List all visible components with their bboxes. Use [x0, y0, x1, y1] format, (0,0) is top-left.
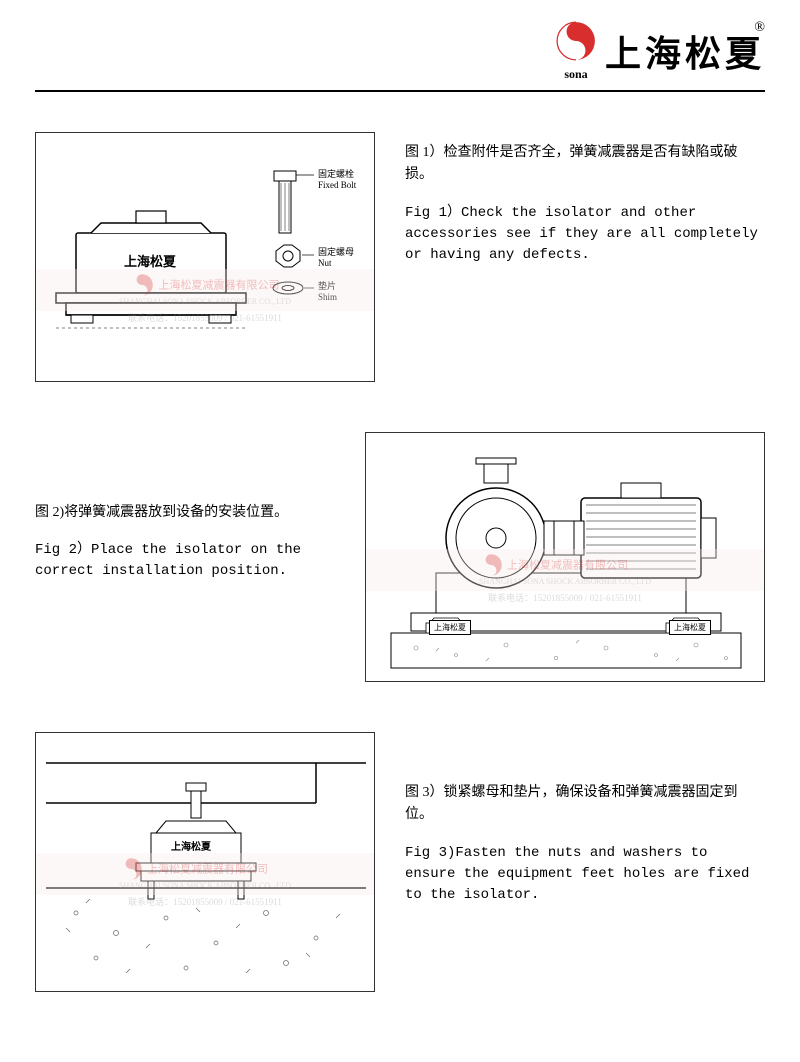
watermark-1: 上海松夏减震器有限公司 SHANGHAI SONA SHOCK ABSORBER… — [119, 273, 291, 306]
diagram-2: 上海松夏 上海松夏 上海松夏减震器有限公司 SHANGHAI SONA SHOC… — [365, 432, 765, 682]
isolator-body-label: 上海松夏 — [124, 251, 176, 270]
section-3: 上海松夏 上海松夏减震器有限公司 SHANGHAI SONA SHOCK ABS… — [35, 732, 765, 992]
logo-column: sona — [555, 20, 597, 82]
header: sona 上海松夏 ® — [35, 20, 765, 82]
bolt-label-en: Fixed Bolt — [318, 180, 356, 190]
fig3-cn: 图 3）锁紧螺母和垫片，确保设备和弹簧减震器固定到位。 — [405, 782, 765, 827]
wm-company-cn: 上海松夏减震器有限公司 — [159, 280, 280, 292]
wm-contact-3: 联系电话：15201855009 / 021-61551911 — [128, 895, 282, 908]
brand-en: sona — [555, 67, 597, 82]
fig2-cn: 图 2)将弹簧减震器放到设备的安装位置。 — [35, 502, 335, 524]
diagram-3: 上海松夏 上海松夏减震器有限公司 SHANGHAI SONA SHOCK ABS… — [35, 732, 375, 992]
wm-company-en: SHANGHAI SONA SHOCK ABSORBER CO., LTD — [119, 297, 291, 306]
brand-cn: 上海松夏 — [605, 25, 765, 77]
wm-company-en-2: SHANGHAI SONA SHOCK ABSORBER CO., LTD — [479, 577, 651, 586]
bolt-label-cn: 固定螺栓 — [318, 169, 354, 179]
wm-company-en-3: SHANGHAI SONA SHOCK ABSORBER CO., LTD — [119, 881, 291, 890]
fig3-en: Fig 3)Fasten the nuts and washers to ens… — [405, 843, 765, 906]
fig1-cn: 图 1）检查附件是否齐全，弹簧减震器是否有缺陷或破损。 — [405, 142, 765, 187]
wm-contact-2: 联系电话：15201855009 / 021-61551911 — [488, 591, 642, 604]
bolt-label: 固定螺栓 Fixed Bolt — [318, 169, 356, 191]
diagram-1: 上海松夏 固定螺栓 Fixed Bolt 固定螺母 Nut 垫片 Shim 上海… — [35, 132, 375, 382]
nut-label: 固定螺母 Nut — [318, 247, 354, 269]
text-block-1: 图 1）检查附件是否齐全，弹簧减震器是否有缺陷或破损。 Fig 1）Check … — [405, 132, 765, 266]
nut-label-cn: 固定螺母 — [318, 247, 354, 257]
registered-mark: ® — [754, 20, 765, 36]
nut-label-en: Nut — [318, 258, 332, 268]
isolator-body-label-3: 上海松夏 — [171, 838, 211, 853]
header-rule — [35, 90, 765, 92]
watermark-3: 上海松夏减震器有限公司 SHANGHAI SONA SHOCK ABSORBER… — [119, 857, 291, 890]
logo-block: sona 上海松夏 — [555, 20, 765, 82]
section-1: 上海松夏 固定螺栓 Fixed Bolt 固定螺母 Nut 垫片 Shim 上海… — [35, 132, 765, 382]
wm-company-cn-3: 上海松夏减震器有限公司 — [147, 864, 268, 876]
fig2-en: Fig 2）Place the isolator on the correct … — [35, 540, 335, 582]
wm-contact-1: 联系电话：15201855009 / 021-61551911 — [128, 311, 282, 324]
sona-logo-icon — [555, 20, 597, 62]
wm-company-cn-2: 上海松夏减震器有限公司 — [507, 560, 628, 572]
isolator-label-right: 上海松夏 — [669, 620, 711, 635]
section-2: 图 2)将弹簧减震器放到设备的安装位置。 Fig 2）Place the iso… — [35, 432, 765, 682]
text-block-2: 图 2)将弹簧减震器放到设备的安装位置。 Fig 2）Place the iso… — [35, 432, 335, 582]
isolator-label-left: 上海松夏 — [429, 620, 471, 635]
text-block-3: 图 3）锁紧螺母和垫片，确保设备和弹簧减震器固定到位。 Fig 3)Fasten… — [405, 732, 765, 906]
fig1-en: Fig 1）Check the isolator and other acces… — [405, 203, 765, 266]
watermark-2: 上海松夏减震器有限公司 SHANGHAI SONA SHOCK ABSORBER… — [479, 553, 651, 586]
